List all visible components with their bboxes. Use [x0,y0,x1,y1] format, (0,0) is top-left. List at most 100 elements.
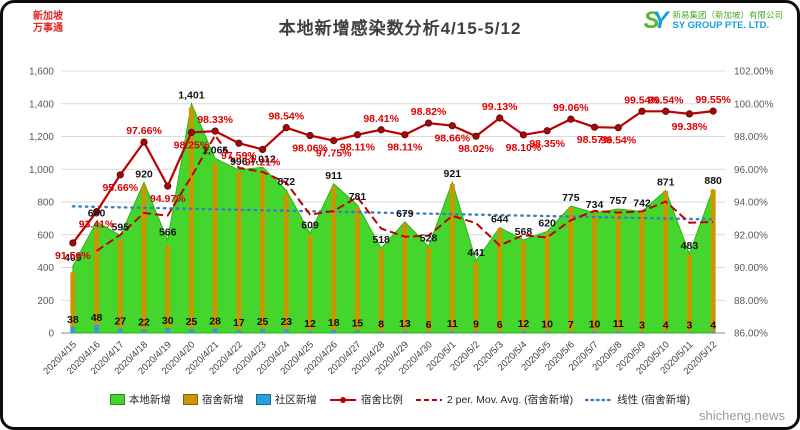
community-new-bar [639,331,645,333]
dorm-ratio-marker [377,126,385,134]
chart-legend: 本地新增 宿舍新增 社区新增 宿舍比例 2 per. Mov. Avg. (宿舍… [3,392,797,407]
community-new-value-label: 7 [568,319,574,331]
x-axis-labels: 2020/4/152020/4/162020/4/172020/4/182020… [41,339,719,377]
local-new-value-label: 595 [112,222,130,234]
local-new-value-label: 483 [681,240,699,252]
dorm-ratio-marker [614,124,622,132]
community-new-bar [354,330,360,333]
community-new-bars [70,325,716,333]
local-new-value-label: 911 [325,170,342,182]
local-new-swatch-icon [109,394,125,405]
community-new-value-label: 13 [399,318,411,330]
local-new-value-label: 644 [491,214,509,226]
dorm-ratio-value-label: 99.54% [624,94,660,106]
dorm-ratio-value-label: 98.54% [268,111,304,123]
community-new-bar [94,325,100,333]
community-new-value-label: 18 [328,317,340,329]
dorm-ratio-marker [424,119,433,127]
left-axis-label: 1,200 [29,132,54,143]
dorm-ratio-marker [567,115,575,123]
local-new-value-label: 620 [538,217,556,229]
dorm-new-bar [615,210,621,333]
community-new-value-label: 17 [233,317,245,329]
community-new-bar [544,331,550,333]
linear-trend-swatch-icon [585,398,614,401]
community-new-value-label: 38 [67,314,79,326]
local-new-value-label: 609 [301,219,319,231]
community-new-value-label: 22 [138,316,150,328]
dorm-ratio-value-label: 98.66% [434,133,470,145]
local-new-value-label: 568 [515,226,533,238]
community-new-value-label: 12 [518,318,530,330]
community-new-value-labels: 38 48 27 22 30 25 28 17 25 23 12 18 15 8 13 6 11 9 6 12 10 7 1… [67,312,716,331]
community-new-bar [212,328,218,333]
local-new-value-label: 409 [64,252,82,264]
community-new-bar [331,330,337,333]
dorm-ratio-value-label: 99.06% [553,102,589,114]
local-new-value-label: 566 [159,226,177,238]
dorm-ratio-value-label: 98.33% [197,114,233,126]
dorm-ratio-value-label: 98.10% [506,142,542,154]
dorm-ratio-marker [187,128,196,137]
dorm-ratio-value-label: 98.06% [292,143,328,155]
dorm-ratio-value-label: 99.55% [695,94,731,106]
community-new-bar [283,329,289,333]
community-new-bar [307,331,313,333]
dorm-ratio-swatch-icon [329,396,356,403]
dorm-ratio-value-label: 93.41% [79,219,115,231]
right-axis-label: 90.00% [734,263,768,274]
local-new-value-label: 441 [467,247,485,259]
dorm-new-bar [212,163,218,333]
local-new-value-label: 872 [278,176,296,188]
dorm-ratio-value-label: 97.66% [126,125,162,137]
dorm-ratio-value-label: 97.59% [221,150,257,162]
local-new-value-label: 920 [135,168,153,180]
community-new-value-label: 9 [473,319,479,331]
dorm-ratio-value-labels: 91.50% 93.41% 95.66% 97.66% 94.97% 98.25% 98.3… [55,94,732,262]
legend-label: 宿舍新增 [201,394,244,406]
community-new-value-label: 4 [663,319,669,331]
local-new-value-label: 996 [230,156,248,168]
community-new-bar [568,331,574,333]
dorm-new-bar [188,107,194,334]
dorm-new-bar [307,235,313,333]
community-new-bar [165,328,171,333]
right-axis-label: 102.00% [734,67,774,78]
dorm-ratio-marker [258,145,267,154]
dorm-ratio-marker [235,139,243,147]
local-new-value-label: 1,012 [249,153,275,165]
community-new-bar [592,331,598,333]
dorm-new-bar [70,272,76,333]
community-new-bar [188,328,194,333]
sy-logo-text: 新易集团（新加坡）有限公司 SY GROUP PTE. LTD. [672,10,783,33]
community-new-value-label: 23 [280,316,292,328]
community-new-value-label: 10 [589,318,601,330]
dorm-ratio-marker [543,127,551,135]
dorm-new-bar [331,186,337,333]
dorm-ratio-marker [69,239,77,247]
dorm-new-bars [70,107,716,334]
dorm-ratio-value-label: 98.57% [577,134,613,146]
ratio-marker-glyph [339,396,346,403]
dorm-ratio-marker [590,123,599,131]
community-new-bar [663,331,669,333]
dorm-ratio-value-label: 94.97% [150,193,186,205]
community-new-bar [710,331,716,333]
community-new-value-label: 3 [687,320,693,332]
legend-item-community-new: 社区新增 [255,392,317,407]
dorm-new-bar [165,245,171,333]
dorm-new-bar [402,223,408,333]
community-new-bar [260,328,266,333]
dorm-new-bar [94,229,100,333]
right-axis-label: 96.00% [734,165,768,176]
legend-item-local-new: 本地新增 [109,392,171,407]
plot-area: 0 200 400 600 800 1,000 1,200 1,400 1,600 86.00% 8… [29,67,774,378]
legend-item-dorm-ratio: 宿舍比例 [329,392,403,407]
gridlines-and-axes: 0 200 400 600 800 1,000 1,200 1,400 1,600 86.00% 8… [29,67,774,340]
dorm-ratio-line [72,110,714,244]
community-new-value-label: 30 [162,315,174,327]
dorm-new-bar [639,211,645,333]
dorm-new-bar [520,241,526,333]
community-new-bar [686,331,692,333]
